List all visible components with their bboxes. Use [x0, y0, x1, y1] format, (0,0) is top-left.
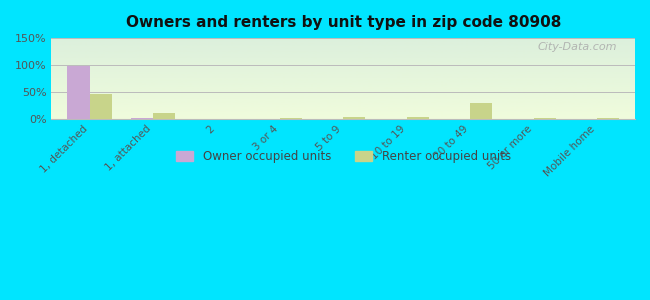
Bar: [534, 118, 556, 119]
Text: City-Data.com: City-Data.com: [538, 42, 617, 52]
Bar: [131, 118, 153, 119]
Title: Owners and renters by unit type in zip code 80908: Owners and renters by unit type in zip c…: [125, 15, 561, 30]
Bar: [68, 66, 90, 119]
Bar: [153, 113, 175, 119]
Bar: [90, 94, 112, 119]
Bar: [343, 117, 365, 119]
Bar: [597, 118, 619, 119]
Bar: [280, 118, 302, 119]
Bar: [407, 117, 429, 119]
Bar: [470, 103, 492, 119]
Legend: Owner occupied units, Renter occupied units: Owner occupied units, Renter occupied un…: [171, 146, 515, 168]
